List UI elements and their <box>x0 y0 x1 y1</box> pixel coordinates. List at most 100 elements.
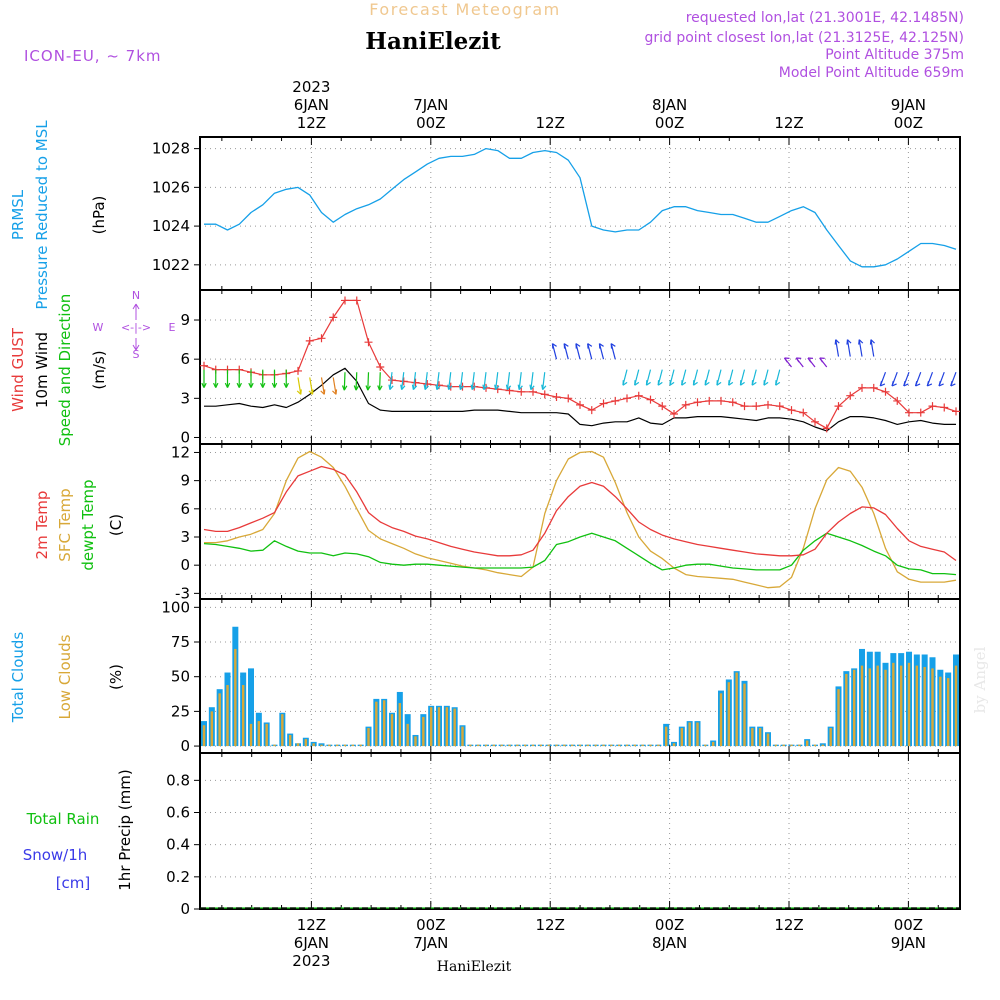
wind-arrow-head <box>846 339 852 345</box>
pressure-unit: (hPa) <box>90 196 108 235</box>
wind-direction-arrow <box>271 369 278 388</box>
wind-arrow-head <box>283 382 289 388</box>
low-cloud-bar <box>946 678 950 747</box>
gust-marker <box>529 387 537 396</box>
low-cloud-bar <box>845 673 848 747</box>
wind-arrow-shaft <box>448 372 452 390</box>
gust-marker <box>646 395 655 404</box>
low-cloud-bar <box>696 722 699 747</box>
low-cloud-bar <box>625 744 629 747</box>
wind-direction-arrow <box>587 343 593 360</box>
gust-marker <box>834 402 843 411</box>
wind-arrow-head <box>529 384 535 390</box>
gust-marker <box>623 394 631 403</box>
wind-arrow-shaft <box>846 339 851 357</box>
low-cloud-bar <box>484 744 488 747</box>
low-cloud-bar <box>398 703 402 747</box>
wind-arrow-head <box>739 380 745 386</box>
wind-direction-arrow <box>819 357 828 368</box>
wind-direction-arrow <box>308 377 314 395</box>
top-time-date: 9JAN <box>891 96 926 114</box>
wind-arrow-shaft <box>542 372 546 390</box>
wind-direction-arrow <box>763 369 769 386</box>
wind-arrow-head <box>858 339 864 345</box>
low-cloud-bar <box>320 744 323 747</box>
wind-arrow-shaft <box>343 372 346 391</box>
low-cloud-bar <box>727 682 731 747</box>
wind-arrow-head <box>938 381 944 387</box>
wind-direction-arrow <box>365 372 371 391</box>
low-cloud-bar <box>257 721 261 747</box>
low-cloud-bar <box>892 662 895 747</box>
wind-direction-arrow <box>411 372 418 390</box>
wind-arrow-head <box>332 389 338 395</box>
low-cloud-bar <box>586 744 590 747</box>
gust-marker <box>858 383 866 392</box>
top-time-date: 7JAN <box>413 96 448 114</box>
bottom-time-hour: 12Z <box>297 916 326 934</box>
total-cloud-bar <box>248 668 254 747</box>
gust-marker <box>728 398 737 407</box>
precip-ylabel: 1hr Precip (mm) <box>116 769 134 890</box>
wind-arrow-shaft <box>309 377 314 395</box>
wind-arrow-head <box>783 357 790 363</box>
wind-direction-arrow <box>505 372 512 390</box>
gust-marker <box>952 407 960 416</box>
wind-arrow-head <box>704 380 710 386</box>
wind-arrow-head <box>795 357 802 363</box>
wind-arrow-head <box>353 385 360 391</box>
wind-direction-arrow <box>795 357 804 368</box>
low-cloud-bar <box>688 722 691 747</box>
gust-marker <box>634 391 643 400</box>
low-cloud-bar <box>218 693 221 747</box>
y-tick-label: 3 <box>180 528 190 546</box>
low-cloud-bar <box>523 744 527 747</box>
wind-direction-arrow <box>388 372 394 390</box>
sfc-temp-label: SFC Temp <box>56 488 74 561</box>
low-cloud-bar <box>492 744 496 747</box>
y-tick-label: 0 <box>180 556 190 574</box>
model-name: ICON-EU, ~ 7km <box>24 47 162 65</box>
panel-0: 1022 1024 1026 1028 <box>152 137 960 290</box>
wind-direction-arrow <box>891 372 898 387</box>
low-cloud-bar <box>469 744 472 747</box>
forecast-title: Forecast Meteogram <box>369 0 560 19</box>
wind-direction-arrow <box>869 339 875 357</box>
gust-marker <box>846 391 855 400</box>
gust-marker <box>658 402 667 411</box>
wind-arrow-shaft <box>320 377 325 395</box>
total-clouds-label: Total Clouds <box>9 632 27 724</box>
wind-direction-arrow <box>657 369 663 386</box>
low-cloud-bar <box>907 662 911 747</box>
low-cloud-bar <box>735 672 738 747</box>
bottom-time-date: 6JAN <box>294 934 329 952</box>
wind-arrow-head <box>236 382 242 388</box>
wind-direction-arrow <box>201 369 207 388</box>
low-cloud-bar <box>578 744 582 747</box>
low-cloud-bar <box>296 743 300 747</box>
wind-arrow-head <box>879 381 886 387</box>
wind-direction-arrow <box>704 369 710 386</box>
low-cloud-bar <box>304 739 308 747</box>
low-cloud-bar <box>406 723 409 747</box>
low-cloud-bar <box>829 728 832 747</box>
top-time-hour: 12Z <box>536 114 565 132</box>
gust-marker <box>564 394 573 403</box>
wind-arrow-head <box>775 380 781 386</box>
low-cloud-bar <box>328 744 331 747</box>
gust-marker <box>399 377 408 386</box>
gust-marker <box>376 363 385 371</box>
compass-ns-arrow-icon <box>132 303 140 351</box>
y-tick-label: 0 <box>180 900 190 918</box>
gust-marker <box>740 402 749 411</box>
wind-arrow-head <box>388 384 394 390</box>
wind-arrow-head <box>248 382 254 388</box>
wind-direction-arrow <box>914 372 922 387</box>
wind-arrow-shaft <box>530 372 534 390</box>
low-cloud-bar <box>813 744 817 747</box>
low-cloud-bar <box>868 668 872 747</box>
y-tick-label: 12 <box>171 443 190 461</box>
low-cloud-bar <box>367 728 370 747</box>
